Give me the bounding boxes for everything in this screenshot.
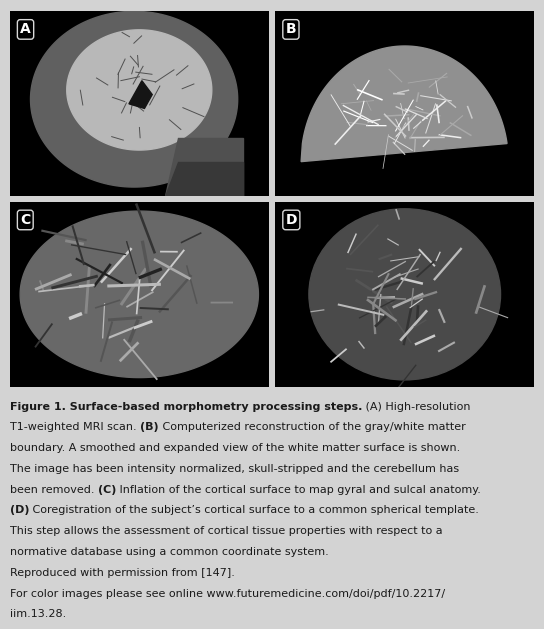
- Text: T1-weighted MRI scan.: T1-weighted MRI scan.: [10, 422, 140, 432]
- Text: The image has been intensity normalized, skull-stripped and the cerebellum has: The image has been intensity normalized,…: [10, 464, 459, 474]
- Text: been removed.: been removed.: [10, 485, 98, 494]
- Text: (D): (D): [10, 506, 29, 516]
- Polygon shape: [301, 46, 507, 162]
- Polygon shape: [165, 162, 243, 196]
- Text: For color images please see online www.futuremedicine.com/doi/pdf/10.2217/: For color images please see online www.f…: [10, 589, 445, 599]
- Polygon shape: [30, 11, 238, 187]
- Circle shape: [309, 209, 500, 380]
- Polygon shape: [129, 81, 152, 108]
- Text: C: C: [20, 213, 30, 227]
- Text: This step allows the assessment of cortical tissue properties with respect to a: This step allows the assessment of corti…: [10, 526, 442, 537]
- Polygon shape: [165, 138, 243, 196]
- Text: boundary. A smoothed and expanded view of the white matter surface is shown.: boundary. A smoothed and expanded view o…: [10, 443, 460, 453]
- Text: (A) High-resolution: (A) High-resolution: [362, 401, 471, 411]
- Text: normative database using a common coordinate system.: normative database using a common coordi…: [10, 547, 329, 557]
- Text: Inflation of the cortical surface to map gyral and sulcal anatomy.: Inflation of the cortical surface to map…: [116, 485, 481, 494]
- Text: iim.13.28.: iim.13.28.: [10, 610, 66, 620]
- Polygon shape: [67, 30, 212, 150]
- Text: (C): (C): [98, 485, 116, 494]
- Text: D: D: [286, 213, 297, 227]
- Text: Figure 1. Surface-based morphometry processing steps.: Figure 1. Surface-based morphometry proc…: [10, 401, 362, 411]
- Text: B: B: [286, 23, 296, 36]
- Text: Reproduced with permission from [147].: Reproduced with permission from [147].: [10, 568, 234, 578]
- Text: (B): (B): [140, 422, 158, 432]
- Text: Computerized reconstruction of the gray/white matter: Computerized reconstruction of the gray/…: [158, 422, 465, 432]
- Text: Coregistration of the subject’s cortical surface to a common spherical template.: Coregistration of the subject’s cortical…: [29, 506, 479, 516]
- Polygon shape: [20, 211, 258, 377]
- Text: A: A: [20, 23, 31, 36]
